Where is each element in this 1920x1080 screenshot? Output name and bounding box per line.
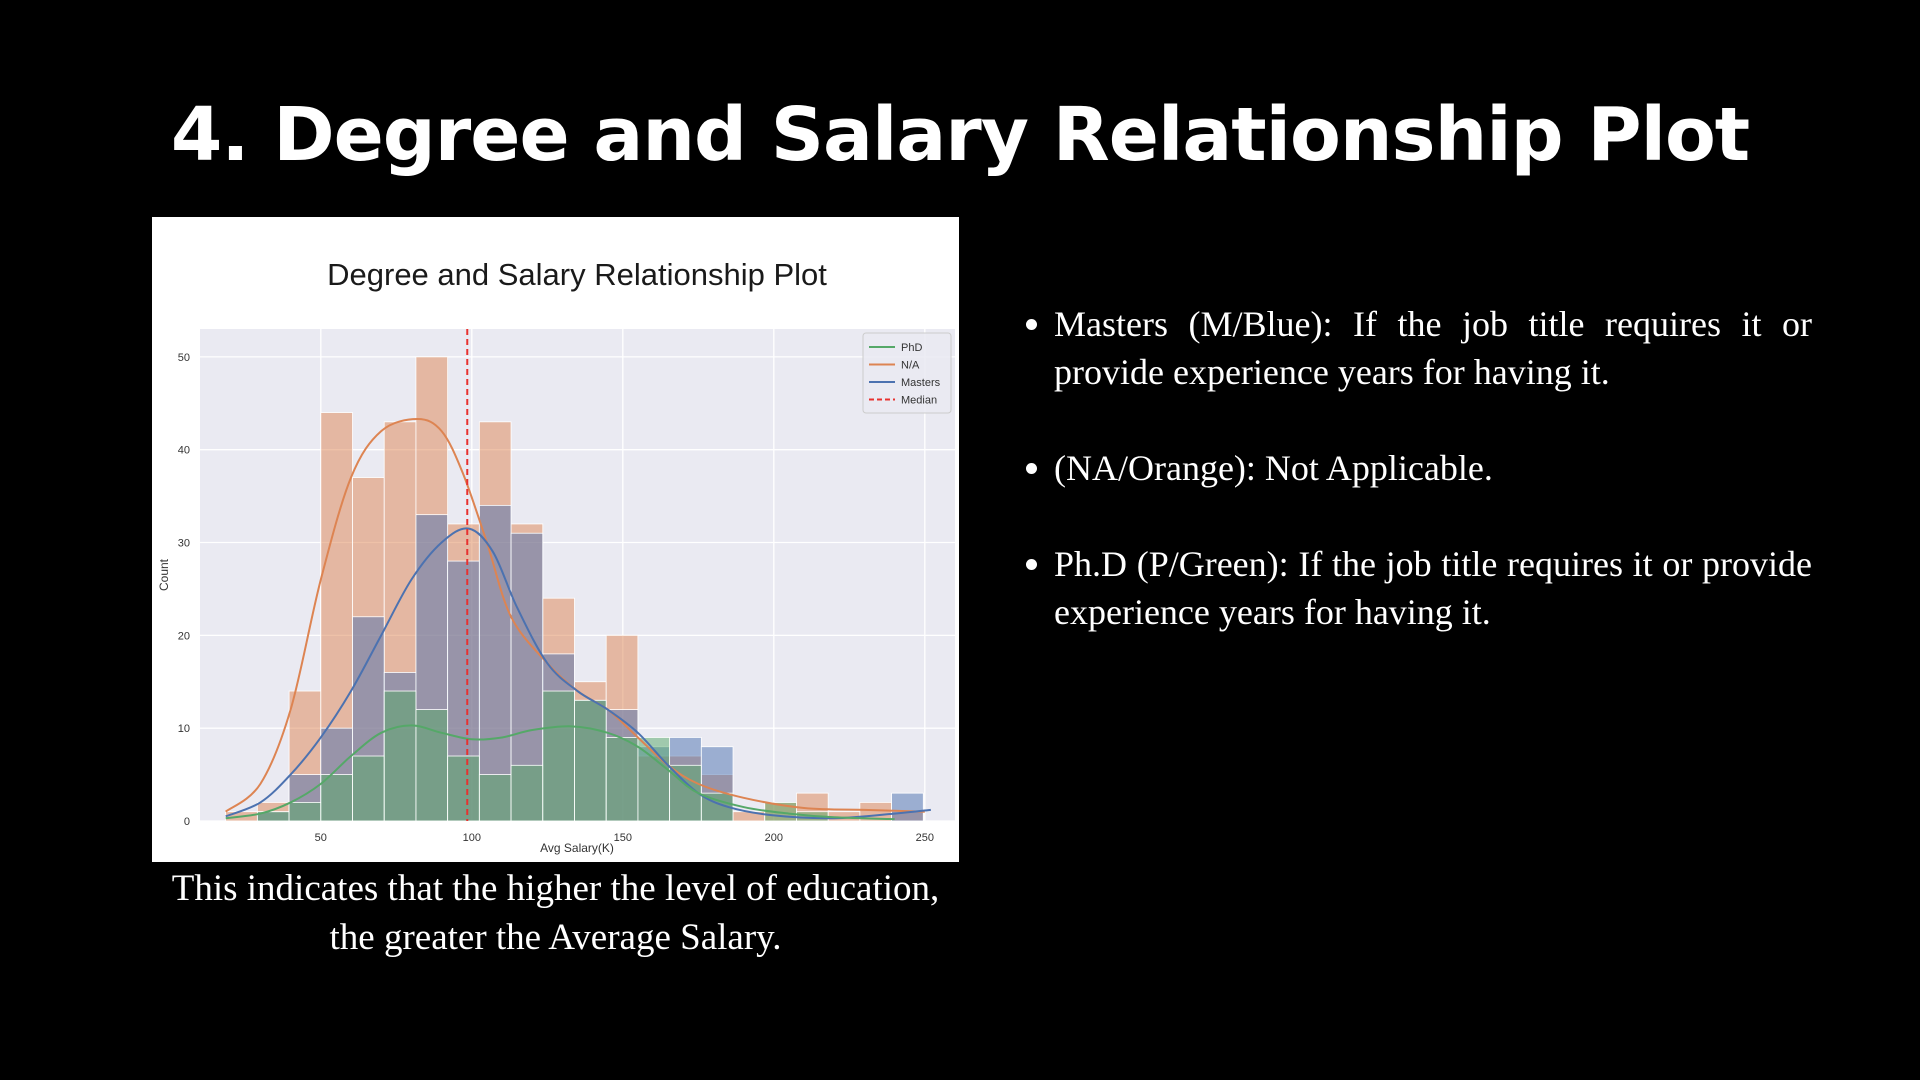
bars-layer bbox=[225, 356, 924, 822]
legend-label: Median bbox=[901, 395, 937, 407]
bar-phd bbox=[288, 802, 322, 822]
chart-caption: This indicates that the higher the level… bbox=[171, 868, 940, 958]
y-tick-label: 0 bbox=[184, 816, 190, 828]
bar-phd bbox=[574, 699, 607, 822]
ticks-layer: 50 100 150 200 250 0 10 20 30 40 50 bbox=[178, 352, 934, 844]
chart-legend: PhD N/A Masters Median bbox=[862, 332, 952, 414]
x-tick-label: 100 bbox=[463, 832, 481, 844]
x-tick-label: 150 bbox=[614, 832, 632, 844]
y-tick-label: 50 bbox=[178, 352, 190, 364]
slide-title: 4. Degree and Salary Relationship Plot bbox=[170, 92, 1750, 178]
y-tick-label: 10 bbox=[178, 723, 190, 735]
bullet-text: Ph.D (P/Green): If the job title require… bbox=[1054, 544, 1812, 632]
kde-line-na bbox=[225, 418, 925, 813]
x-axis-label: Avg Salary(K) bbox=[540, 841, 614, 855]
legend-label: PhD bbox=[901, 342, 922, 354]
bullet-masters: Masters (M/Blue): If the job title requi… bbox=[1022, 300, 1812, 396]
y-tick-label: 40 bbox=[178, 445, 190, 457]
legend-box bbox=[862, 332, 952, 414]
bar-phd bbox=[447, 755, 480, 822]
bar-phd bbox=[510, 764, 544, 822]
bullet-text: (NA/Orange): Not Applicable. bbox=[1054, 448, 1493, 488]
chart-panel: Degree and Salary Relationship Plot 50 10… bbox=[152, 217, 959, 862]
bar-phd bbox=[478, 774, 512, 822]
y-tick-label: 20 bbox=[178, 630, 190, 642]
bullet-list: Masters (M/Blue): If the job title requi… bbox=[1022, 300, 1812, 684]
x-tick-label: 200 bbox=[765, 832, 783, 844]
bullet-dot-icon bbox=[1026, 463, 1037, 474]
kde-line-masters bbox=[225, 527, 931, 820]
bar-phd bbox=[320, 774, 353, 822]
y-axis-label: Count bbox=[157, 558, 171, 591]
bullet-phd: Ph.D (P/Green): If the job title require… bbox=[1022, 540, 1812, 636]
legend-label: Masters bbox=[901, 377, 941, 389]
bar-masters bbox=[478, 504, 512, 822]
x-tick-label: 50 bbox=[315, 832, 327, 844]
bullet-na: (NA/Orange): Not Applicable. bbox=[1022, 444, 1812, 492]
bar-phd bbox=[352, 755, 385, 822]
histogram-chart: Degree and Salary Relationship Plot 50 10… bbox=[157, 257, 955, 855]
bar-masters bbox=[891, 792, 924, 822]
legend-label: N/A bbox=[901, 360, 920, 372]
bar-phd bbox=[542, 690, 575, 822]
bullet-dot-icon bbox=[1026, 319, 1037, 330]
kde-line-phd bbox=[225, 724, 895, 821]
chart-title: Degree and Salary Relationship Plot bbox=[327, 257, 827, 292]
y-tick-label: 30 bbox=[178, 538, 190, 550]
bullet-text: Masters (M/Blue): If the job title requi… bbox=[1054, 304, 1812, 392]
bullet-dot-icon bbox=[1026, 559, 1037, 570]
bar-phd bbox=[415, 709, 449, 822]
bar-phd bbox=[383, 690, 417, 822]
kde-layer bbox=[225, 418, 931, 821]
bar-phd bbox=[605, 737, 639, 822]
x-tick-label: 250 bbox=[916, 832, 934, 844]
